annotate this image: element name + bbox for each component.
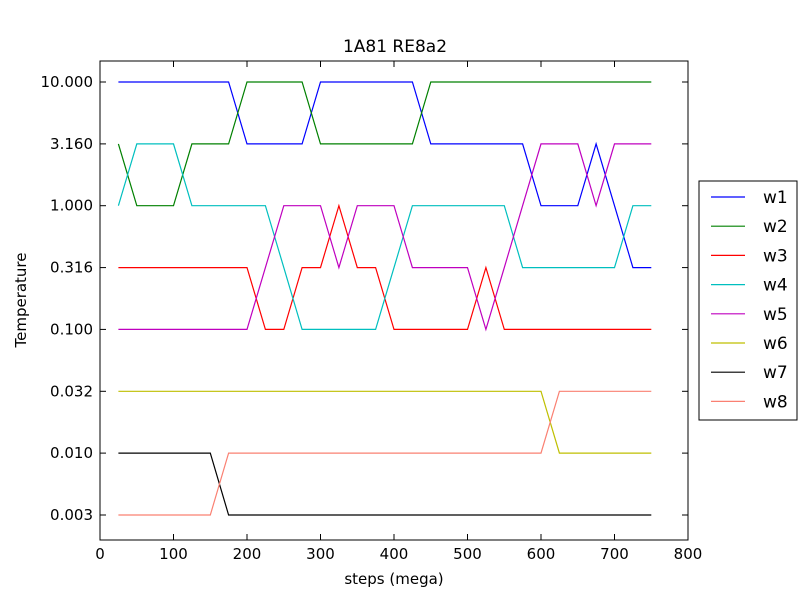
- y-tick-label: 10.000: [41, 73, 94, 91]
- chart-title: 1A81 RE8a2: [343, 37, 447, 57]
- legend-label-w2: w2: [763, 217, 788, 237]
- x-tick-label: 400: [380, 545, 409, 563]
- x-tick-label: 200: [233, 545, 262, 563]
- series-line-w5: [118, 143, 652, 332]
- y-tick-label: 0.032: [50, 382, 93, 400]
- y-tick-label: 0.003: [50, 506, 93, 524]
- x-axis: 0 100 200 300 400 500 600 700 800: [95, 61, 702, 563]
- series-line-w8: [118, 390, 652, 516]
- x-axis-label: steps (mega): [344, 570, 443, 588]
- series-line-w1: [118, 81, 652, 269]
- y-tick-label: 0.010: [50, 444, 93, 462]
- legend-label-w7: w7: [763, 363, 788, 383]
- series-layer: [117, 81, 652, 516]
- y-tick-label: 0.100: [50, 320, 93, 338]
- series-line-w2: [117, 81, 652, 207]
- series-line-w6: [118, 390, 652, 454]
- legend-box: [698, 180, 798, 421]
- y-tick-label: 3.160: [50, 135, 93, 153]
- plot-frame: [99, 60, 689, 541]
- legend-label-w4: w4: [763, 276, 788, 296]
- x-tick-label: 100: [159, 545, 188, 563]
- y-tick-label: 1.000: [50, 197, 93, 215]
- legend-label-w1: w1: [763, 188, 788, 208]
- x-tick-label: 0: [95, 545, 105, 563]
- y-axis-label: Temperature: [12, 252, 30, 348]
- x-tick-label: 800: [674, 545, 703, 563]
- y-tick-label: 0.316: [50, 259, 93, 277]
- legend-label-w6: w6: [763, 334, 788, 354]
- x-tick-label: 700: [600, 545, 629, 563]
- legend-label-w5: w5: [763, 305, 788, 325]
- x-tick-label: 500: [453, 545, 482, 563]
- x-tick-label: 600: [527, 545, 556, 563]
- x-tick-label: 300: [306, 545, 335, 563]
- legend-label-w8: w8: [763, 392, 788, 412]
- legend-label-w3: w3: [763, 246, 788, 266]
- series-line-w4: [117, 143, 652, 330]
- series-line-w7: [118, 452, 652, 516]
- legend: w1 w2 w3 w4 w5 w6 w7 w8: [698, 180, 798, 421]
- y-axis: 0.003 0.010 0.032 0.100 0.316 1.000 3.160 10.00…: [41, 73, 688, 524]
